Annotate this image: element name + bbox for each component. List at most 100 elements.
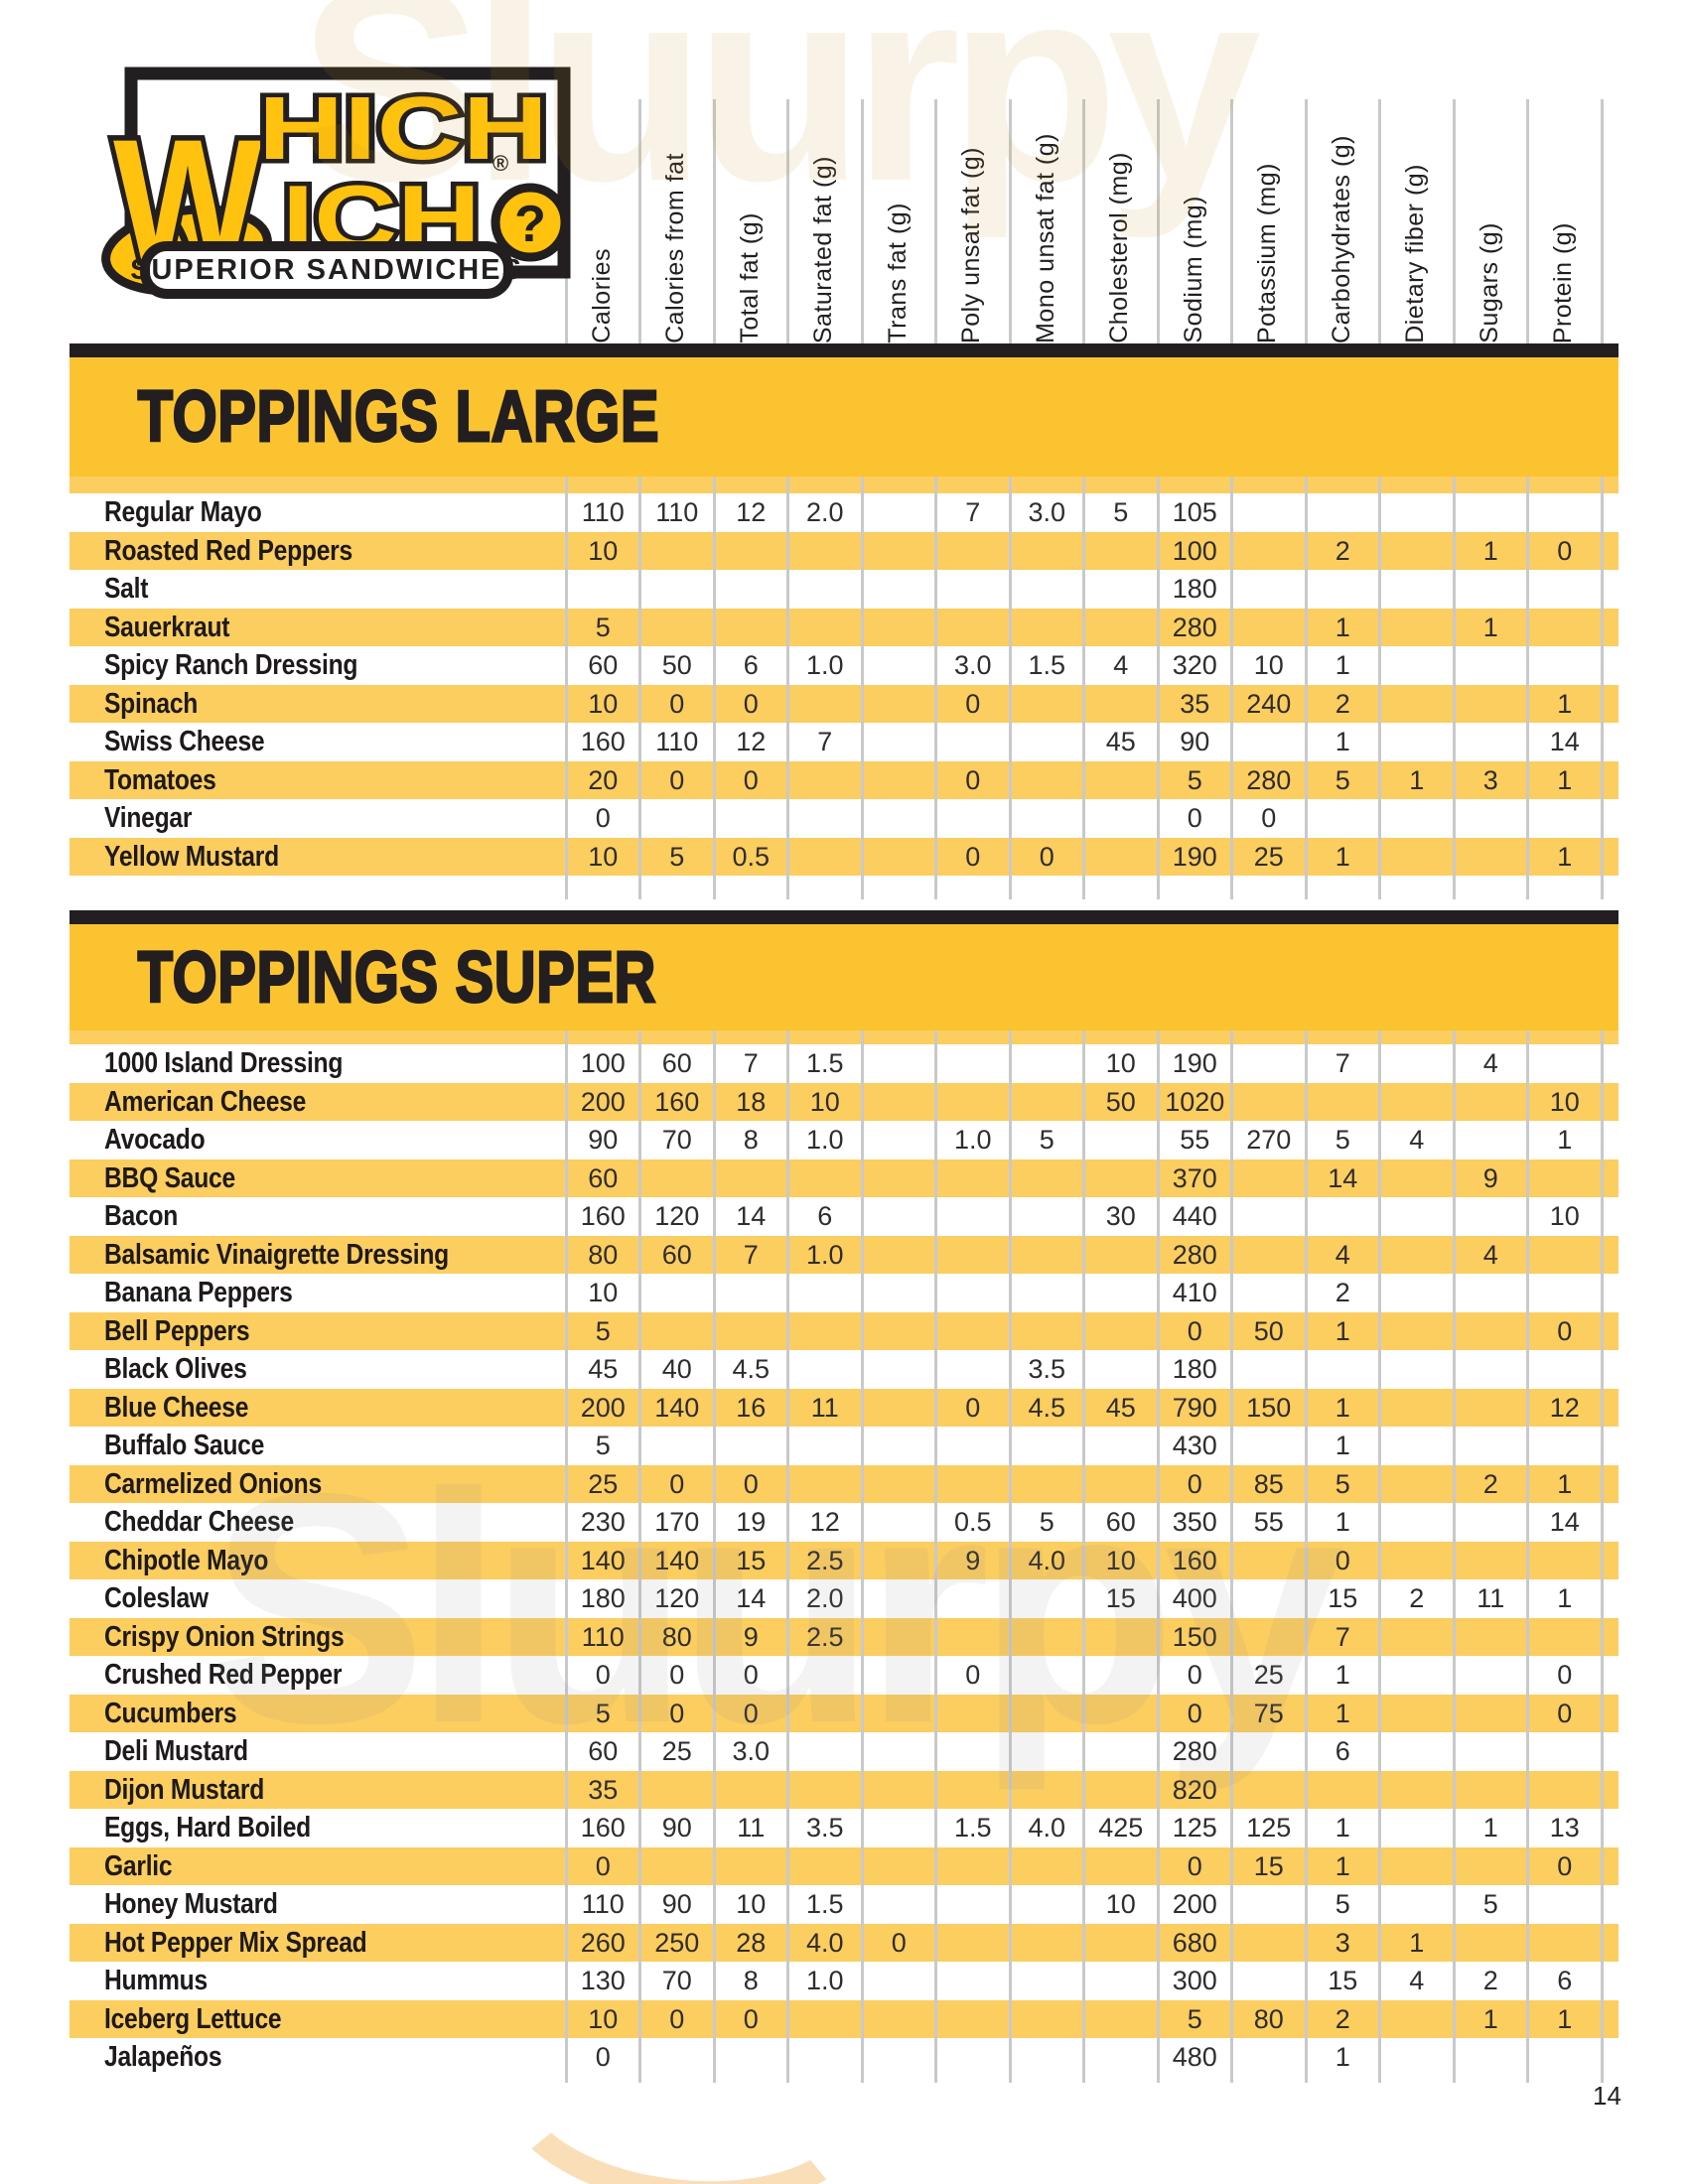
value-cell: 0.5 [953, 1507, 992, 1537]
column-header-label: Calories [587, 248, 616, 343]
value-cell: 60 [1105, 1507, 1136, 1537]
value-cell: 90 [661, 1889, 692, 1919]
grid-line [1008, 1030, 1012, 2083]
value-cell: 4 [1409, 1966, 1425, 1995]
value-cell: 160 [654, 1086, 700, 1117]
row-label: Hummus [104, 1965, 208, 1996]
grid-line [934, 477, 937, 899]
value-cell: 4.5 [1028, 1392, 1066, 1423]
value-cell: 190 [1172, 1048, 1217, 1078]
grid-line [860, 1030, 864, 2083]
value-cell: 160 [580, 1201, 626, 1231]
column-header-label: Poly unsat fat (g) [957, 147, 986, 343]
value-cell: 35 [588, 1774, 619, 1805]
value-cell: 240 [1246, 688, 1292, 719]
value-cell: 280 [1172, 612, 1217, 642]
value-cell: 110 [655, 497, 699, 527]
value-cell: 680 [1172, 1927, 1217, 1958]
value-cell: 0 [965, 764, 981, 795]
value-cell: 400 [1172, 1583, 1217, 1613]
value-cell: 1 [1482, 2003, 1498, 2034]
value-cell: 100 [1172, 535, 1217, 566]
value-cell: 90 [588, 1125, 619, 1155]
nutrition-row: Yellow Mustard 10 5 0.5 0 0 190 25 1 1 [70, 837, 1618, 876]
value-cell: 12 [736, 727, 767, 756]
value-cell: 0 [669, 764, 685, 795]
value-cell: 480 [1172, 2042, 1217, 2072]
value-cell: 425 [1098, 1813, 1144, 1843]
value-cell: 75 [1253, 1698, 1284, 1728]
value-cell: 790 [1172, 1392, 1217, 1423]
column-header: Poly unsat fat (g) [936, 79, 1011, 343]
value-cell: 10 [588, 2003, 619, 2034]
value-cell: 130 [580, 1966, 626, 1995]
nutrition-row: Bell Peppers 5 0 50 1 0 [70, 1311, 1618, 1350]
value-cell: 50 [1105, 1086, 1136, 1117]
grid-line [1082, 99, 1085, 343]
nutrition-row: Bacon 160 120 14 6 30 440 10 [70, 1197, 1618, 1236]
column-header: Potassium (mg) [1232, 79, 1307, 343]
value-cell: 5 [595, 612, 611, 642]
section-title-band: TOPPINGS SUPER [70, 924, 1618, 1030]
row-label: Bacon [104, 1200, 179, 1232]
value-cell: 60 [661, 1048, 692, 1078]
column-header: Total fat (g) [714, 79, 788, 343]
value-cell: 1 [1335, 1698, 1350, 1728]
nutrition-row: Hot Pepper Mix Spread 260 250 28 4.0 0 680 3 1 [70, 1923, 1618, 1962]
value-cell: 1.0 [805, 650, 844, 680]
value-cell: 3.0 [1028, 497, 1066, 527]
nutrition-row: Coleslaw 180 120 14 2.0 15 400 15 2 11 1 [70, 1579, 1618, 1618]
grid-line [1156, 99, 1160, 343]
value-cell: 1 [1335, 1392, 1350, 1423]
grid-line [1600, 477, 1604, 899]
value-cell: 5 [1113, 497, 1129, 527]
value-cell: 0 [965, 688, 981, 719]
value-cell: 440 [1172, 1201, 1217, 1231]
value-cell: 0 [1557, 535, 1573, 566]
column-header: Mono unsat fat (g) [1010, 79, 1084, 343]
grid-line [860, 99, 864, 343]
value-cell: 7 [1335, 1621, 1350, 1652]
value-cell: 230 [580, 1507, 626, 1537]
value-cell: 35 [1180, 688, 1210, 719]
value-cell: 6 [1335, 1736, 1350, 1766]
grid-line [786, 1030, 789, 2083]
nutrition-row: Crushed Red Pepper 0 0 0 0 0 25 1 0 [70, 1656, 1618, 1695]
logo-tagline: SUPERIOR SANDWICHES [130, 254, 523, 286]
value-cell: 8 [743, 1125, 759, 1155]
value-cell: 180 [580, 1583, 626, 1613]
row-label: Cucumbers [104, 1697, 237, 1729]
value-cell: 0 [669, 1660, 685, 1690]
value-cell: 40 [661, 1354, 692, 1384]
column-header-label: Sugars (g) [1475, 222, 1503, 343]
value-cell: 2.5 [805, 1545, 844, 1575]
value-cell: 1 [1557, 764, 1573, 795]
value-cell: 370 [1172, 1162, 1217, 1193]
value-cell: 60 [588, 1736, 619, 1766]
value-cell: 9 [965, 1545, 981, 1575]
column-header-label: Cholesterol (mg) [1105, 152, 1134, 343]
value-cell: 430 [1172, 1431, 1217, 1460]
column-header: Sodium (mg) [1158, 79, 1232, 343]
value-cell: 7 [817, 727, 833, 756]
value-cell: 5 [1335, 764, 1350, 795]
column-header-label: Saturated fat (g) [809, 155, 838, 343]
value-cell: 20 [588, 764, 619, 795]
column-header-label: Mono unsat fat (g) [1031, 133, 1059, 343]
question-mark: ? [514, 196, 546, 253]
value-cell: 2 [1335, 535, 1350, 566]
value-cell: 4 [1113, 650, 1129, 680]
value-cell: 1 [1335, 2042, 1350, 2072]
page-number: 14 [1593, 2081, 1621, 2111]
grid-line [1008, 99, 1012, 343]
value-cell: 3.5 [1028, 1354, 1066, 1384]
value-cell: 55 [1253, 1507, 1284, 1537]
value-cell: 1 [1335, 1850, 1350, 1881]
grid-line [564, 1030, 568, 2083]
row-label: Coleslaw [104, 1582, 209, 1614]
value-cell: 3 [1335, 1927, 1350, 1958]
column-header: Carbohydrates (g) [1306, 79, 1380, 343]
value-cell: 3.0 [732, 1736, 771, 1766]
value-cell: 2 [1482, 1468, 1498, 1499]
